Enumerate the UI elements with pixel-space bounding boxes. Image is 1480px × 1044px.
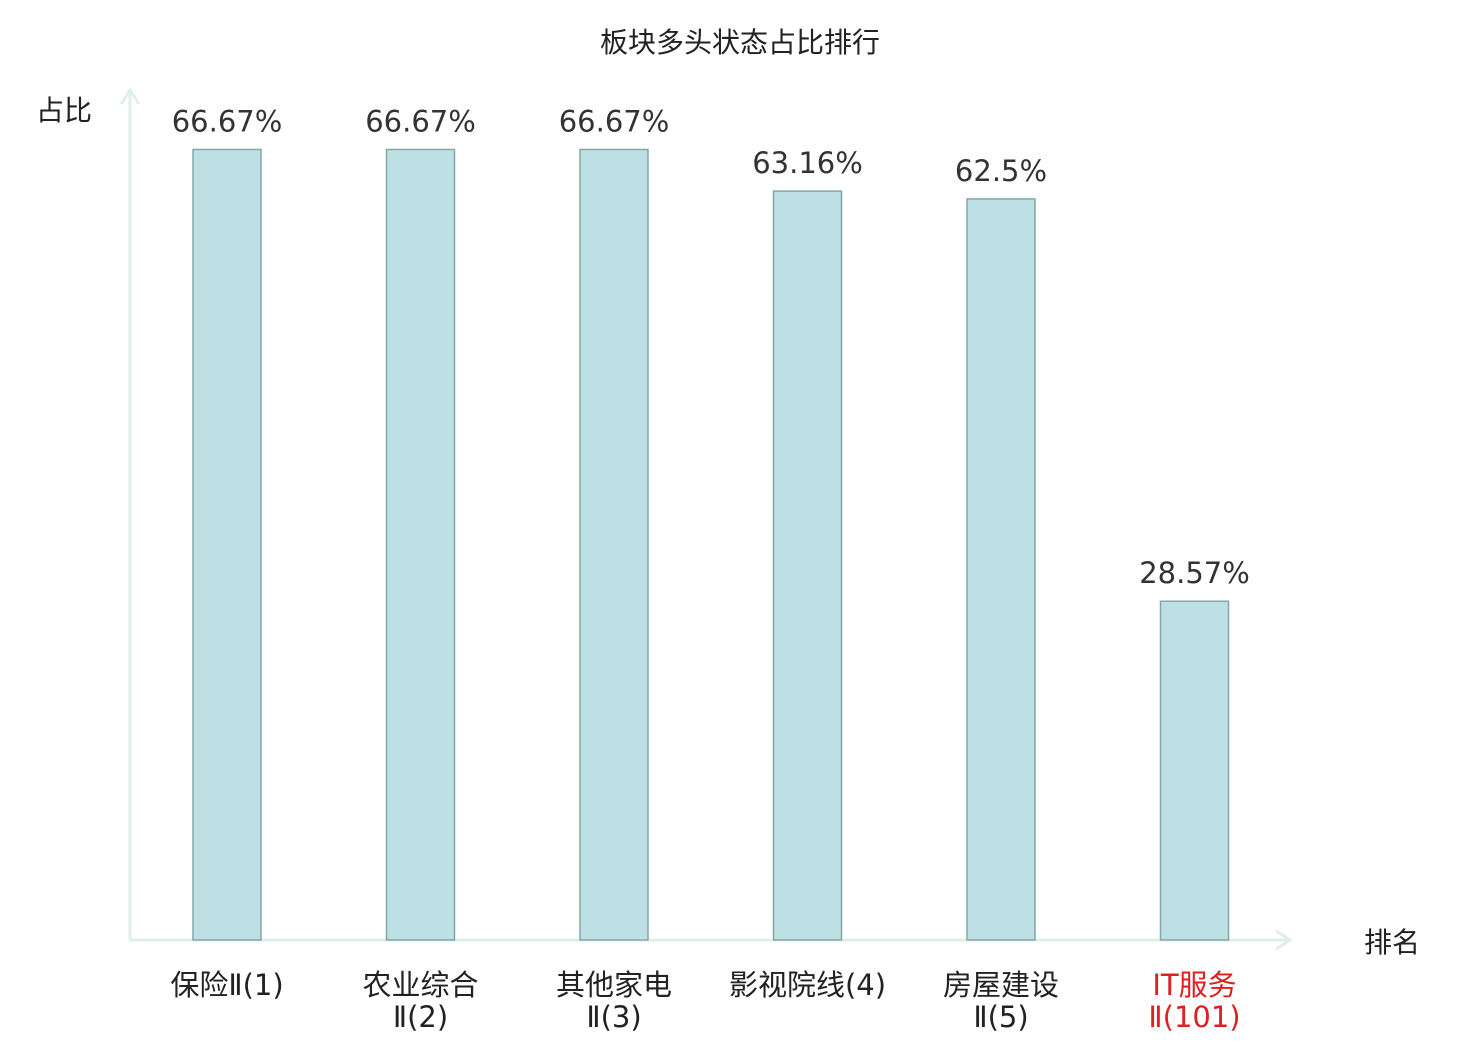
x-tick-label: 影视院线(4): [729, 968, 886, 1002]
axes: [119, 87, 1293, 951]
x-tick-label: IT服务: [1152, 968, 1236, 1002]
bar: [192, 148, 262, 941]
bar: [772, 190, 843, 941]
bar-value-label: 62.5%: [955, 154, 1047, 188]
y-axis-label: 占比: [36, 94, 92, 127]
x-axis-arrow: [1275, 929, 1293, 951]
x-tick-label: Ⅱ(2): [393, 1000, 448, 1034]
bar-value-label: 66.67%: [365, 104, 476, 138]
chart-title: 板块多头状态占比排行: [600, 26, 880, 59]
bar: [579, 148, 649, 941]
x-tick-label: 农业综合: [362, 968, 478, 1002]
bar-value-label: 28.57%: [1139, 556, 1250, 590]
x-tick-label: Ⅱ(5): [973, 1000, 1028, 1034]
x-tick-label: Ⅱ(3): [586, 1000, 641, 1034]
bar: [966, 198, 1036, 941]
x-tick-label: Ⅱ(101): [1148, 1000, 1240, 1034]
x-tick-label: 其他家电: [556, 968, 672, 1002]
x-tick-label: 房屋建设: [943, 968, 1059, 1002]
x-tick-label: 保险Ⅱ(1): [170, 968, 283, 1002]
y-axis-arrow: [119, 87, 141, 105]
bar-value-label: 66.67%: [559, 104, 670, 138]
bar: [1159, 600, 1230, 941]
bar-value-label: 66.67%: [172, 104, 283, 138]
bar-value-label: 63.16%: [752, 146, 863, 180]
x-axis-label: 排名: [1364, 926, 1420, 959]
bar: [385, 148, 456, 941]
